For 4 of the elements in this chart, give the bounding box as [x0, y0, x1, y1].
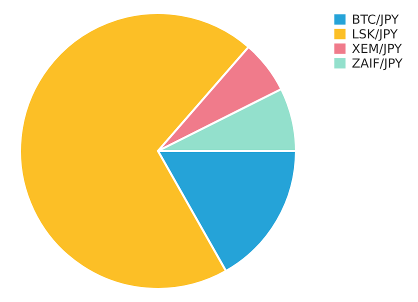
legend-label: XEM/JPY: [352, 44, 402, 56]
legend-label: LSK/JPY: [353, 29, 398, 41]
legend-label: BTC/JPY: [353, 14, 399, 26]
legend-label: ZAIF/JPY: [352, 58, 403, 70]
